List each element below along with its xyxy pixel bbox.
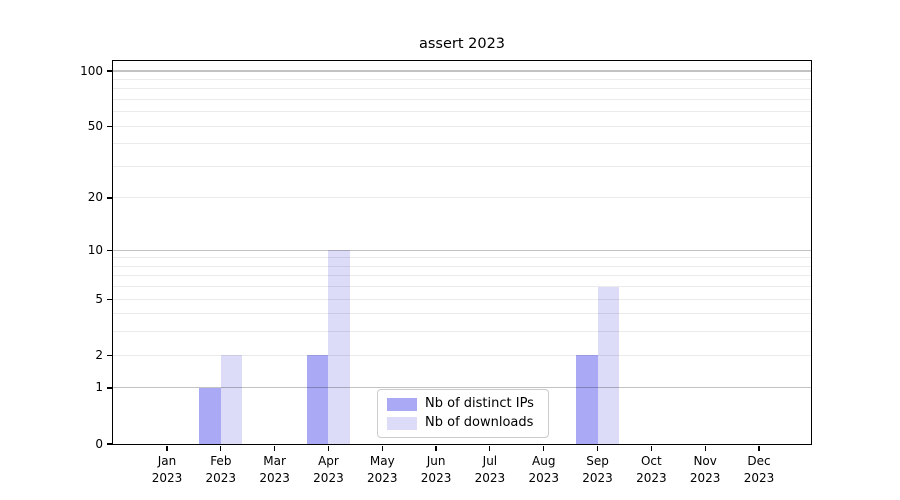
x-tick-year: 2023	[366, 471, 398, 485]
x-tick-mark	[274, 446, 276, 452]
y-tick-mark	[106, 125, 112, 127]
x-tick-month: Aug	[532, 454, 556, 468]
x-tick-month: Jun	[426, 454, 446, 468]
y-tick-label: 50	[87, 118, 103, 133]
y-tick-mark	[106, 443, 112, 445]
y-tick-label: 10	[87, 242, 103, 257]
x-tick-mark	[543, 446, 545, 452]
gridline	[113, 354, 811, 356]
gridline	[113, 298, 811, 300]
x-tick-year: 2023	[743, 471, 775, 485]
y-tick-label: 5	[95, 291, 103, 306]
bar-distinct-ips	[576, 355, 598, 444]
gridline	[113, 313, 811, 315]
x-tick-year: 2023	[636, 471, 667, 485]
gridline	[113, 78, 811, 80]
x-tick-month: Oct	[640, 454, 662, 468]
y-tick-mark	[106, 387, 112, 389]
legend-label-distinct-ips: Nb of distinct IPs	[425, 396, 534, 411]
x-tick-mark	[381, 446, 383, 452]
x-tick-month: Apr	[318, 454, 339, 468]
gridline	[113, 125, 811, 127]
x-tick-mark	[650, 446, 652, 452]
legend-swatch-distinct-ips	[387, 397, 417, 411]
x-tick-month: Dec	[747, 454, 771, 468]
gridline	[113, 111, 811, 113]
gridline	[113, 165, 811, 167]
x-tick-label: Jul 2023	[462, 453, 518, 487]
x-tick-month: Jul	[482, 454, 498, 468]
x-tick-label: Nov 2023	[677, 453, 733, 487]
legend-entry-downloads: Nb of downloads	[387, 416, 539, 430]
x-tick-label: Jan 2023	[139, 453, 195, 487]
x-tick-mark	[166, 446, 168, 452]
bar-distinct-ips	[306, 355, 329, 444]
x-tick-month: Sep	[586, 454, 609, 468]
x-tick-label: Mar 2023	[247, 453, 303, 487]
x-tick-year: 2023	[151, 471, 183, 485]
bar-distinct-ips	[199, 388, 221, 444]
x-tick-year: 2023	[313, 471, 344, 485]
x-tick-year: 2023	[474, 471, 506, 485]
y-tick-mark	[106, 354, 112, 356]
x-tick-mark	[596, 446, 599, 452]
x-tick-month: Feb	[210, 454, 232, 468]
x-tick-mark	[220, 446, 222, 452]
gridline	[113, 257, 811, 259]
x-tick-month: Mar	[263, 454, 286, 468]
x-tick-label: Oct 2023	[623, 453, 679, 487]
x-tick-year: 2023	[582, 471, 613, 485]
gridline	[113, 331, 811, 333]
gridline	[113, 99, 811, 100]
chart-title: assert 2023	[418, 36, 506, 52]
x-tick-month: May	[369, 454, 395, 468]
x-tick-mark	[758, 446, 760, 452]
legend-swatch-downloads	[387, 416, 417, 430]
x-tick-mark	[327, 446, 330, 452]
y-tick-mark	[106, 70, 112, 72]
y-tick-mark	[106, 197, 112, 199]
gridline	[113, 265, 811, 267]
x-tick-mark	[704, 446, 706, 452]
y-tick-label: 100	[80, 63, 103, 78]
bar-downloads	[220, 355, 243, 444]
gridline	[113, 286, 811, 288]
gridline	[113, 143, 811, 145]
y-tick-mark	[106, 298, 112, 300]
gridline	[113, 249, 811, 251]
gridline	[113, 197, 811, 199]
x-tick-label: Apr 2023	[300, 453, 356, 487]
y-tick-label: 2	[95, 347, 103, 362]
x-tick-mark	[435, 446, 437, 452]
y-tick-label: 20	[87, 190, 103, 205]
bar-downloads	[328, 250, 350, 444]
y-tick-label: 1	[95, 380, 103, 395]
gridline	[113, 88, 811, 90]
legend-entry-distinct-ips: Nb of distinct IPs	[387, 397, 539, 411]
x-tick-year: 2023	[528, 471, 559, 485]
legend-label-downloads: Nb of downloads	[425, 415, 534, 430]
x-tick-label: Dec 2023	[731, 453, 787, 487]
x-tick-label: Jun 2023	[408, 453, 464, 487]
x-tick-month: Nov	[693, 454, 717, 468]
plot-area: assert 2023 0 1 2 5 10 20 50 100 Jan 2023 Feb 2023…	[80, 36, 812, 485]
gridline	[113, 275, 811, 277]
y-tick-label: 0	[95, 436, 103, 451]
x-tick-month: Jan	[157, 454, 177, 468]
x-tick-mark	[489, 446, 491, 452]
x-tick-year: 2023	[205, 471, 237, 485]
x-tick-label: Feb 2023	[193, 453, 249, 487]
x-tick-year: 2023	[689, 471, 721, 485]
x-tick-year: 2023	[259, 471, 290, 485]
bar-downloads	[597, 286, 620, 444]
x-tick-year: 2023	[420, 471, 452, 485]
legend: Nb of distinct IPs Nb of downloads	[377, 389, 549, 438]
x-tick-label: May 2023	[354, 453, 410, 487]
x-tick-label: Sep 2023	[570, 453, 626, 487]
y-tick-mark	[106, 249, 112, 251]
gridline	[113, 70, 811, 72]
x-tick-label: Aug 2023	[516, 453, 572, 487]
